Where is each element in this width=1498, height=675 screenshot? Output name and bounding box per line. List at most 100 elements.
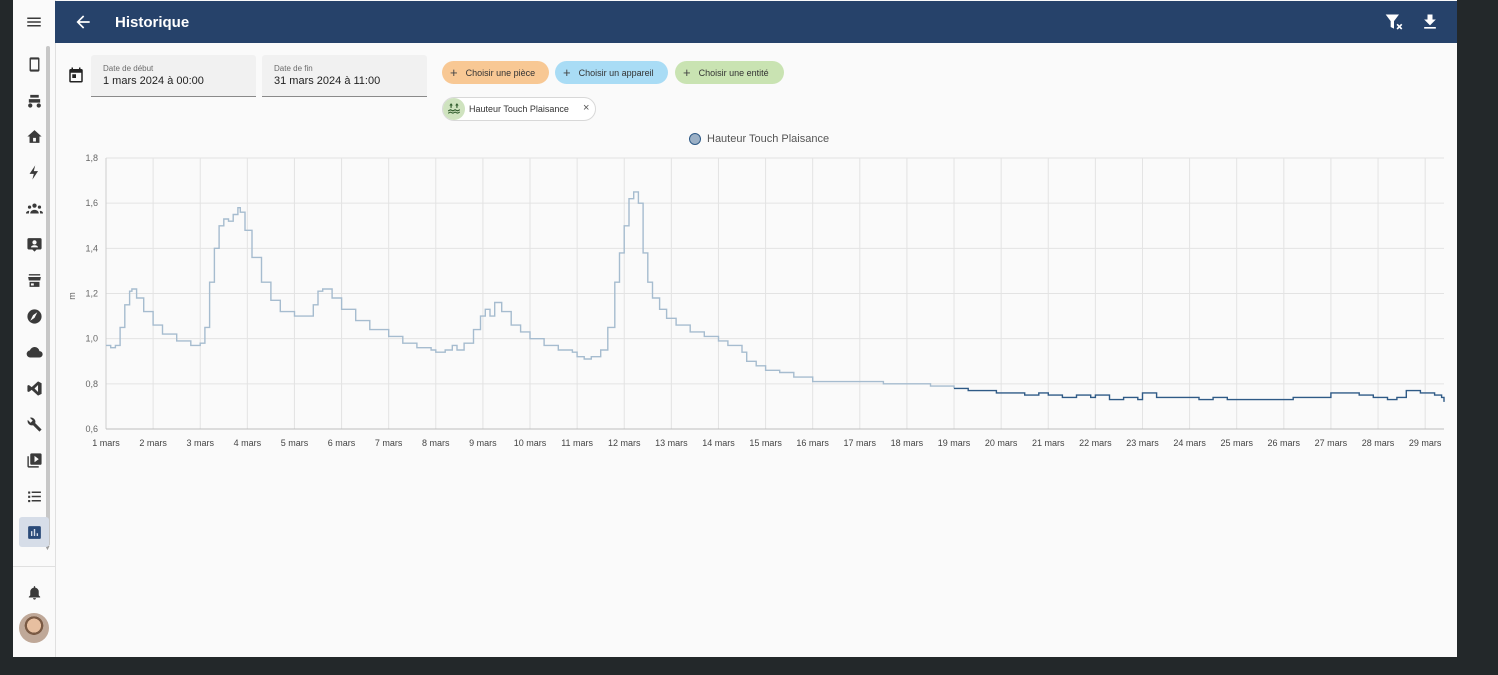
x-tick-label: 27 mars	[1315, 438, 1348, 448]
x-tick-label: 3 mars	[186, 438, 214, 448]
choose-entity-label: Choisir une entité	[698, 67, 769, 78]
sidebar-scrollbar[interactable]	[46, 46, 50, 546]
end-date-value: 31 mars 2024 à 11:00	[274, 75, 381, 87]
sidebar-item-vscode[interactable]	[19, 373, 49, 403]
sidebar-item-energy[interactable]	[19, 157, 49, 187]
scroll-down-icon[interactable]: ▼	[44, 545, 51, 552]
store-icon	[27, 273, 41, 287]
y-tick-label: 1,4	[85, 243, 98, 253]
notifications-button[interactable]	[19, 577, 49, 607]
choose-entity-chip[interactable]: + Choisir une entité	[675, 61, 784, 84]
arrow-left-icon[interactable]	[73, 12, 93, 32]
start-date-field[interactable]: Date de début 1 mars 2024 à 00:00	[91, 55, 256, 97]
x-tick-label: 1 mars	[92, 438, 120, 448]
x-tick-label: 2 mars	[139, 438, 167, 448]
sidebar-item-list[interactable]	[19, 481, 49, 511]
sidebar-divider	[13, 566, 55, 567]
y-tick-label: 0,6	[85, 424, 98, 434]
x-tick-label: 28 mars	[1362, 438, 1395, 448]
sidebar-item-people[interactable]	[19, 193, 49, 223]
sidebar: ▼	[13, 0, 56, 657]
y-tick-label: 1,8	[85, 153, 98, 163]
x-tick-label: 20 mars	[985, 438, 1018, 448]
y-tick-label: 1,0	[85, 334, 98, 344]
tablet-icon	[29, 56, 39, 72]
page-title: Historique	[115, 14, 190, 31]
sidebar-item-compass[interactable]	[19, 301, 49, 331]
x-tick-label: 17 mars	[844, 438, 877, 448]
series-line-recent	[954, 387, 1445, 402]
chart-legend-item[interactable]: Hauteur Touch Plaisance	[689, 133, 829, 145]
choose-device-chip[interactable]: + Choisir un appareil	[555, 61, 668, 84]
x-tick-label: 19 mars	[938, 438, 971, 448]
x-tick-label: 21 mars	[1032, 438, 1065, 448]
x-tick-label: 25 mars	[1220, 438, 1253, 448]
download-icon[interactable]	[1420, 12, 1440, 32]
home-icon	[26, 129, 42, 143]
start-date-label: Date de début	[103, 64, 154, 73]
sidebar-item-store[interactable]	[19, 265, 49, 295]
contact-card-icon	[26, 237, 42, 252]
filter-remove-icon[interactable]	[1384, 12, 1404, 32]
x-tick-label: 26 mars	[1268, 438, 1301, 448]
legend-swatch	[689, 133, 701, 145]
sidebar-item-home[interactable]	[19, 121, 49, 151]
menu-icon	[27, 17, 41, 26]
choose-device-label: Choisir un appareil	[578, 67, 654, 78]
calendar-icon[interactable]	[67, 66, 85, 84]
x-tick-label: 13 mars	[655, 438, 688, 448]
x-tick-label: 9 mars	[469, 438, 497, 448]
selected-entity-chip: Hauteur Touch Plaisance ×	[442, 97, 596, 121]
list-icon	[27, 491, 41, 502]
plus-icon: +	[450, 65, 458, 80]
bell-icon	[28, 585, 40, 600]
y-tick-label: 0,8	[85, 379, 98, 389]
sidebar-item-mower[interactable]	[19, 85, 49, 115]
lightning-icon	[29, 164, 38, 180]
series-line-history	[106, 191, 955, 389]
app-window: ▼	[13, 0, 1457, 657]
x-tick-label: 22 mars	[1079, 438, 1112, 448]
user-avatar[interactable]	[19, 613, 49, 643]
x-tick-label: 16 mars	[796, 438, 829, 448]
x-tick-label: 14 mars	[702, 438, 735, 448]
sidebar-item-history[interactable]	[19, 517, 49, 547]
plus-icon: +	[683, 65, 691, 80]
x-tick-label: 24 mars	[1173, 438, 1206, 448]
x-tick-label: 15 mars	[749, 438, 782, 448]
history-chart[interactable]: 0,6 0,8 1,0 1,2 1,4 1,6 1,8 1 mars 2 mars 3 mars 4…	[13, 0, 1457, 460]
sidebar-item-cloud[interactable]	[19, 337, 49, 367]
x-tick-label: 5 mars	[281, 438, 309, 448]
y-tick-label: 1,2	[85, 289, 98, 299]
chart-box-icon	[27, 525, 41, 539]
water-level-icon	[443, 98, 465, 120]
x-tick-label: 8 mars	[422, 438, 450, 448]
x-tick-label: 29 mars	[1409, 438, 1442, 448]
y-tick-label: 1,6	[85, 198, 98, 208]
sidebar-item-media[interactable]	[19, 445, 49, 475]
x-tick-label: 11 mars	[561, 438, 593, 448]
x-tick-label: 18 mars	[891, 438, 924, 448]
end-date-field[interactable]: Date de fin 31 mars 2024 à 11:00	[262, 55, 427, 97]
wrench-icon	[27, 417, 42, 432]
choose-room-label: Choisir une pièce	[465, 67, 536, 78]
sidebar-item-tablet[interactable]	[19, 49, 49, 79]
x-tick-label: 6 mars	[328, 438, 356, 448]
start-date-value: 1 mars 2024 à 00:00	[103, 75, 204, 87]
y-axis-unit-label: m	[67, 292, 77, 300]
x-tick-label: 12 mars	[608, 438, 641, 448]
choose-room-chip[interactable]: + Choisir une pièce	[442, 61, 549, 84]
menu-button[interactable]	[13, 0, 55, 43]
x-tick-label: 10 mars	[514, 438, 547, 448]
sidebar-item-tools[interactable]	[19, 409, 49, 439]
x-tick-label: 23 mars	[1126, 438, 1159, 448]
remove-entity-button[interactable]: ×	[583, 102, 590, 114]
x-tick-label: 4 mars	[234, 438, 262, 448]
media-icon	[26, 452, 42, 468]
plus-icon: +	[563, 65, 571, 80]
vscode-icon	[26, 380, 42, 396]
x-tick-label: 7 mars	[375, 438, 403, 448]
legend-label: Hauteur Touch Plaisance	[707, 133, 830, 145]
sidebar-item-contact[interactable]	[19, 229, 49, 259]
robot-mower-icon	[27, 94, 41, 108]
